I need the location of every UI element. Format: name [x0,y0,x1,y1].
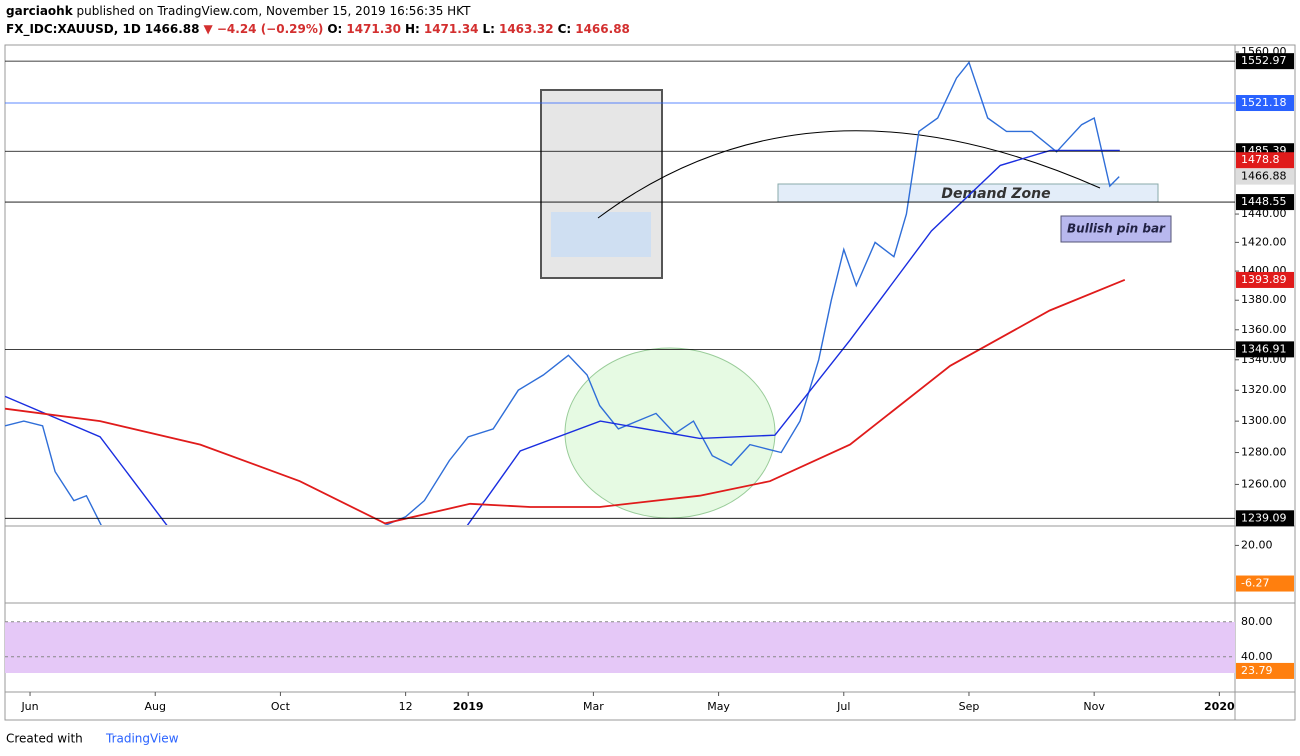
quote-part: O: [327,22,343,36]
demand-zone [777,183,1159,203]
quote-part: 1463.32 [498,22,554,36]
y-tick-label: 80.00 [1241,615,1273,628]
price-tag [1236,271,1294,288]
x-tick-label: Jun [20,700,38,713]
level-tag [1236,194,1294,211]
x-tick-label: 2019 [453,700,484,713]
last-tag [1236,662,1294,679]
stoch-band [5,622,1235,673]
frame [4,44,1296,721]
series-line [5,60,1120,525]
x-tick-label: Sep [959,700,980,713]
y-tick-label: 40.00 [1241,650,1273,663]
quote-part: L: [482,22,495,36]
header-line: garciaohk published on TradingView.com, … [6,4,470,18]
price-tag [1236,168,1294,185]
annotation: Demand Zone [941,186,1050,202]
annotation: Bullish pin bar [1067,222,1166,236]
y-tick-label: 1560.00 [1241,45,1287,58]
quote-part: H: [405,22,420,36]
price-label: 1466.88 [1241,170,1287,183]
last-label: 23.79 [1241,664,1273,677]
inset-zone [551,212,651,257]
y-tick-label: 1320.00 [1241,383,1287,396]
y-tick-label: 1360.00 [1241,323,1287,336]
y-tick-label: 1380.00 [1241,293,1287,306]
highlight-circle [564,347,776,519]
x-tick-label: May [707,700,730,713]
published: published on TradingView.com, November 1… [76,4,471,18]
quote-part: 1466.88 [144,22,200,36]
inset-box [540,89,663,279]
level-label: 1448.55 [1241,195,1287,208]
x-tick-label: Aug [144,700,165,713]
x-tick-label: Oct [271,700,291,713]
y-tick-label: 20.00 [1241,538,1273,551]
level-tag [1236,341,1294,358]
price-label: 1393.89 [1241,273,1287,286]
quote-part: 1466.88 [575,22,630,36]
y-tick-label: 1280.00 [1241,446,1287,459]
x-tick-label: Jul [836,700,850,713]
level-label: 1485.39 [1241,144,1287,157]
level-tag [1236,53,1294,70]
y-tick-label: 1420.00 [1241,235,1287,248]
brand: TradingView [105,732,179,746]
y-tick-label: 1400.00 [1241,264,1287,277]
price-label: 1478.8 [1241,153,1280,166]
quote-part: 1471.30 [346,22,402,36]
price-tag [1236,152,1294,169]
level-label: 1521.18 [1241,96,1287,109]
quote-part: 1471.34 [423,22,479,36]
quote-part: FX_IDC:XAUUSD, 1D [6,22,141,36]
last-label: -6.27 [1241,577,1269,590]
annotation-box [1060,215,1172,243]
series-line [5,278,1126,525]
series-line [5,149,1120,525]
level-tag [1236,510,1294,527]
arrow [597,130,1101,219]
quote-part: C: [557,22,572,36]
y-tick-label: 1260.00 [1241,477,1287,490]
x-tick-label: 2020 [1204,700,1235,713]
y-tick-label: 1440.00 [1241,207,1287,220]
level-label: 1552.97 [1241,54,1287,67]
last-tag [1236,575,1294,592]
y-tick-label: 1340.00 [1241,353,1287,366]
author: garciaohk [6,4,73,18]
level-label: 1346.91 [1241,342,1287,355]
quote-part: ▼ −4.24 (−0.29%) [203,22,324,36]
level-label: 1239.09 [1241,511,1287,524]
footer: Created with [6,732,83,746]
x-tick-label: Nov [1083,700,1105,713]
level-tag [1236,95,1294,112]
level-tag [1236,143,1294,160]
x-tick-label: Mar [583,700,604,713]
y-tick-label: 1300.00 [1241,414,1287,427]
quote-line: FX_IDC:XAUUSD, 1D 1466.88 ▼ −4.24 (−0.29%)… [6,22,634,36]
x-tick-label: 12 [399,700,413,713]
